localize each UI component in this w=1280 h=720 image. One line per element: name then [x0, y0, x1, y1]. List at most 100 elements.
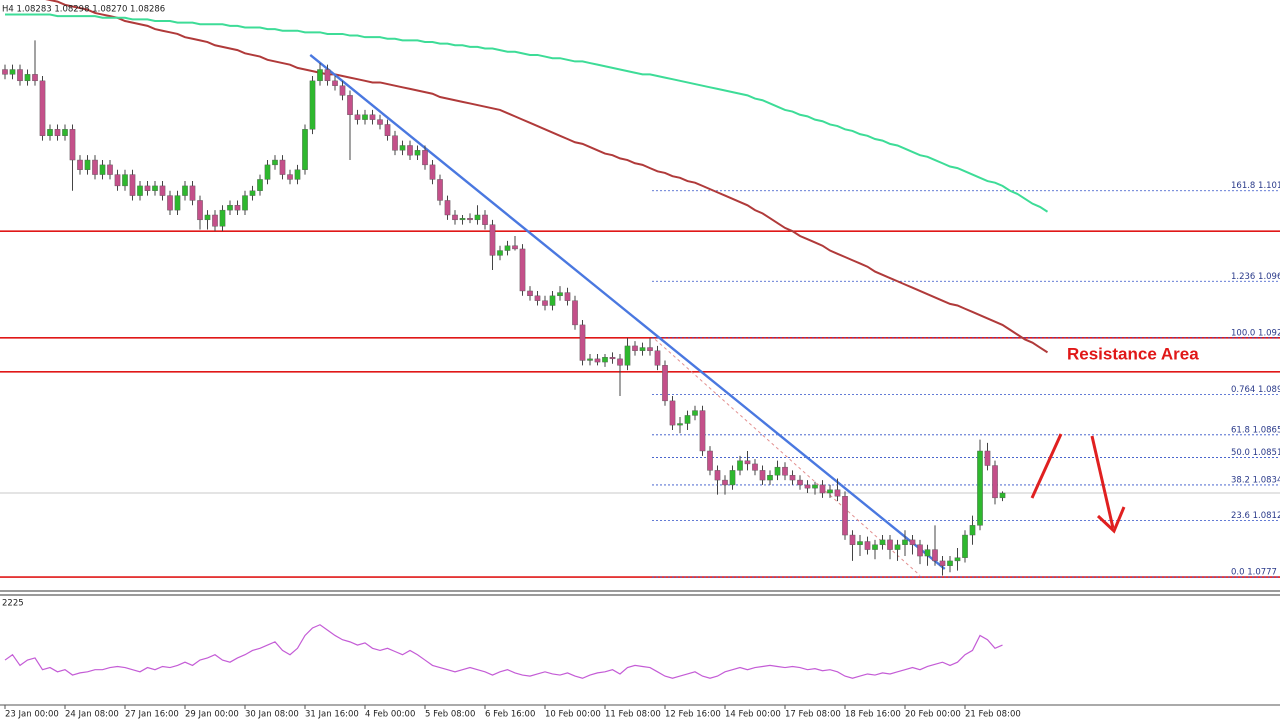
x-tick-label: 10 Feb 00:00 [545, 710, 601, 720]
candle-body [894, 544, 901, 550]
candle-body [699, 410, 706, 452]
candle-body [864, 541, 871, 550]
trendline [654, 339, 921, 576]
candle-body [467, 218, 473, 221]
candle-body [437, 179, 443, 201]
candle-body [909, 539, 916, 545]
fib-label: 50.0 1.0851 [1231, 448, 1280, 458]
rsi-pane [4, 624, 1003, 679]
candle-body [819, 484, 826, 494]
candle-body [182, 185, 188, 196]
trendline [309, 54, 946, 570]
candle-body [872, 544, 878, 550]
candle-body [647, 347, 653, 351]
candle-body [167, 195, 173, 211]
candle-body [962, 534, 968, 558]
candle-body [714, 470, 721, 481]
candle-body [527, 290, 533, 297]
arrow-head [1096, 506, 1126, 534]
candle-body [797, 479, 803, 486]
candle-body [212, 214, 218, 227]
candle-body [534, 295, 541, 301]
candle-body [137, 185, 143, 196]
candle-body [422, 150, 428, 166]
arrow-up [1030, 433, 1063, 499]
x-tick-label: 24 Jan 08:00 [65, 710, 119, 720]
arrow-shaft [1030, 433, 1063, 499]
candle-body [969, 525, 976, 536]
candle-body [542, 300, 548, 306]
fib-label: 161.8 1.1016 [1231, 181, 1280, 191]
x-tick-label: 12 Feb 16:00 [665, 710, 721, 720]
candle-body [414, 150, 421, 156]
candle-body [54, 129, 61, 136]
candle-body [707, 450, 713, 471]
candle-body [557, 292, 563, 297]
candle-body [939, 560, 946, 566]
candle-body [662, 365, 668, 402]
candle-body [39, 80, 46, 136]
candle-body [384, 124, 391, 136]
candle-body [977, 450, 983, 526]
candle-body [362, 114, 368, 120]
x-tick-label: 30 Jan 08:00 [245, 710, 299, 720]
candle-body [857, 541, 863, 545]
candle-body [677, 423, 683, 426]
arrow-shaft [1090, 435, 1115, 529]
candle-body [99, 164, 106, 175]
candle-body [62, 129, 68, 136]
candle-body [92, 159, 98, 175]
candle-body [617, 358, 623, 366]
candle-body [549, 295, 556, 306]
candle-body [519, 248, 526, 292]
candle-body [84, 159, 91, 170]
candle-body [47, 129, 53, 136]
candle-body [234, 205, 241, 211]
candle-body [392, 135, 398, 151]
candle-body [144, 185, 151, 191]
candle-body [69, 129, 76, 161]
candle-body [482, 214, 488, 225]
candle-body [767, 475, 773, 481]
pane-separator [0, 594, 1280, 596]
candle-body [572, 300, 578, 326]
candle-body [924, 549, 931, 557]
candle-body [759, 470, 766, 481]
candle-body [632, 345, 638, 351]
candle-body [444, 200, 451, 216]
candle-body [377, 119, 383, 125]
annotation: Resistance Area [1067, 344, 1199, 363]
x-tick-label: 4 Feb 00:00 [365, 710, 415, 720]
candle-body [152, 185, 158, 191]
candle-body [219, 209, 226, 227]
candle-body [489, 224, 496, 256]
candle-body [849, 534, 856, 545]
indicator-label: 2225 [2, 599, 24, 609]
candle-body [984, 450, 991, 466]
candle-body [624, 345, 631, 366]
candle-body [347, 95, 353, 115]
x-tick-label: 27 Jan 16:00 [125, 710, 179, 720]
candle-body [279, 159, 286, 175]
candle-body [842, 496, 848, 536]
candle-body [834, 489, 841, 497]
x-axis: 23 Jan 00:00 24 Jan 08:00 27 Jan 16:00 29 J… [4, 705, 1021, 720]
x-tick-label: 29 Jan 00:00 [185, 710, 239, 720]
x-tick-label: 31 Jan 16:00 [305, 710, 359, 720]
candle-body [917, 544, 923, 557]
moving-average [45, 0, 1049, 354]
candle-body [159, 185, 166, 196]
candle-body [879, 539, 886, 545]
candle-body [249, 190, 256, 196]
candle-body [204, 214, 211, 221]
header: H4 1.08283 1.08298 1.08270 1.08286 [2, 5, 165, 15]
candle-body [594, 358, 601, 363]
candle-body [789, 475, 796, 481]
candle-body [339, 85, 346, 96]
candle-body [564, 292, 571, 301]
candle-body [782, 466, 788, 476]
fib-label: 100.0 1.0925 [1231, 328, 1280, 338]
candle-body [242, 195, 248, 211]
candle-body [227, 205, 233, 211]
candle-body [669, 400, 676, 426]
